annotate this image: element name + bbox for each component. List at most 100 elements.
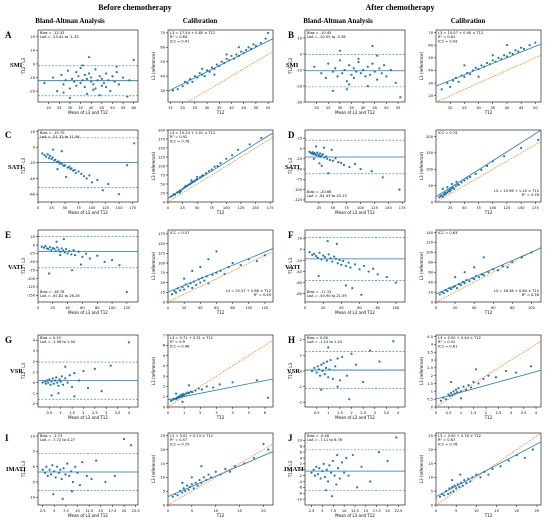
data-point [85, 77, 89, 81]
data-point [444, 288, 447, 292]
y-tick-label: 25 [160, 191, 165, 195]
x-tick-label: 4 [231, 411, 234, 415]
y-tick-label: 25 [297, 137, 302, 141]
x-tick-label: 3 [510, 411, 512, 415]
data-point [474, 172, 477, 175]
data-point [452, 490, 455, 493]
data-point [311, 151, 314, 154]
data-point [351, 453, 354, 457]
data-point [438, 293, 441, 296]
identity-line [436, 141, 541, 202]
annotation-text: ICC = 0.43 [438, 39, 457, 43]
chart-e-cal: 0 20 40 60 80 100 120 0 25 50 75 100 125 150 175 T12 L3 … [151, 229, 274, 315]
data-point [336, 357, 339, 360]
y-tick-label: 60 [160, 46, 165, 50]
data-point [463, 478, 466, 482]
annotation-text: L3 = 0.50 + 0.44 × T12 [438, 336, 481, 340]
data-point [233, 465, 236, 468]
data-point [252, 456, 256, 460]
plot-area [305, 340, 405, 401]
plot-area [38, 137, 138, 196]
data-point [471, 69, 474, 72]
x-tick-label: 1.5 [69, 411, 75, 415]
data-point [310, 471, 313, 474]
data-point [223, 272, 226, 276]
data-point [220, 60, 223, 63]
annotation-text: R² = 0.92 [170, 135, 187, 139]
annotation-text: LoA = -55.90 to 21.59 [307, 294, 347, 298]
annotation-text: L3 = 3.00 + 0.76 × T12 [438, 434, 481, 438]
y-tick-label: 2 [33, 360, 35, 364]
data-point [491, 467, 494, 471]
data-point [51, 156, 54, 159]
y-tick-label: 0 [33, 465, 36, 469]
data-point [187, 183, 190, 186]
subheader-bland-altman-left: Bland-Altman Analysis [35, 17, 105, 25]
x-tick-label: 1 [60, 411, 62, 415]
data-point [528, 44, 531, 47]
data-point [357, 60, 360, 64]
regression-line [436, 130, 541, 198]
y-tick-label: 3 [431, 358, 433, 362]
y-tick-label: 3.5 [427, 351, 433, 355]
data-point [41, 152, 44, 155]
data-point [477, 68, 480, 71]
x-tick-label: 1 [183, 411, 185, 415]
data-point [207, 473, 210, 476]
identity-line [168, 136, 273, 202]
row-label-vati-left: VATI [8, 264, 23, 271]
data-point [193, 180, 196, 183]
data-point [173, 290, 176, 293]
x-axis-label: Mean of L3 and T12 [335, 513, 375, 518]
x-tick-label: 25 [448, 206, 453, 210]
data-point [505, 55, 509, 58]
data-point [98, 75, 101, 78]
data-point [183, 277, 186, 280]
y-tick-label: -20 [296, 84, 303, 88]
data-point [77, 75, 80, 78]
data-point [491, 54, 494, 57]
data-point [107, 182, 110, 186]
data-point [457, 283, 461, 286]
data-point [205, 69, 209, 72]
plot-area [38, 341, 138, 400]
data-point [352, 76, 355, 80]
annotation-text: LoA = -7.11 to 6.76 [307, 438, 343, 442]
data-point [111, 75, 114, 78]
panel-letter-a: A [5, 30, 12, 40]
x-tick-label: 22.5 [394, 509, 402, 513]
data-point [59, 468, 62, 471]
data-point [174, 291, 178, 294]
y-tick-label: 0 [163, 200, 166, 204]
data-point [129, 444, 133, 447]
y-axis-label: T12 - L3 [288, 257, 293, 275]
x-tick-label: 2 [82, 411, 84, 415]
data-point [90, 477, 93, 481]
identity-line [436, 340, 541, 407]
data-point [50, 394, 53, 397]
data-point [331, 377, 335, 380]
y-tick-label: 10 [160, 476, 165, 480]
x-tick-label: 10 [474, 509, 479, 513]
x-tick-label: 55 [396, 106, 401, 110]
data-point [255, 260, 258, 263]
data-point [216, 164, 219, 168]
data-point [471, 277, 474, 280]
y-tick-label: 200 [158, 128, 166, 132]
data-point [488, 63, 492, 66]
plot-area [436, 433, 541, 505]
data-point [485, 61, 489, 64]
data-point [395, 436, 398, 439]
y-tick-label: 0 [33, 381, 36, 385]
data-point [482, 256, 485, 259]
data-point [359, 72, 362, 75]
data-point [345, 88, 348, 91]
chart-d-cal: 25 50 75 100 125 150 175 0 50 100 150 200 T12 L3 (ref… [419, 129, 542, 215]
data-point [511, 261, 514, 264]
data-point [349, 266, 352, 269]
data-point [501, 265, 504, 268]
y-tick-label: 0 [300, 147, 303, 151]
data-point [362, 264, 366, 268]
x-tick-label: 50 [254, 106, 259, 110]
data-point [350, 73, 353, 76]
